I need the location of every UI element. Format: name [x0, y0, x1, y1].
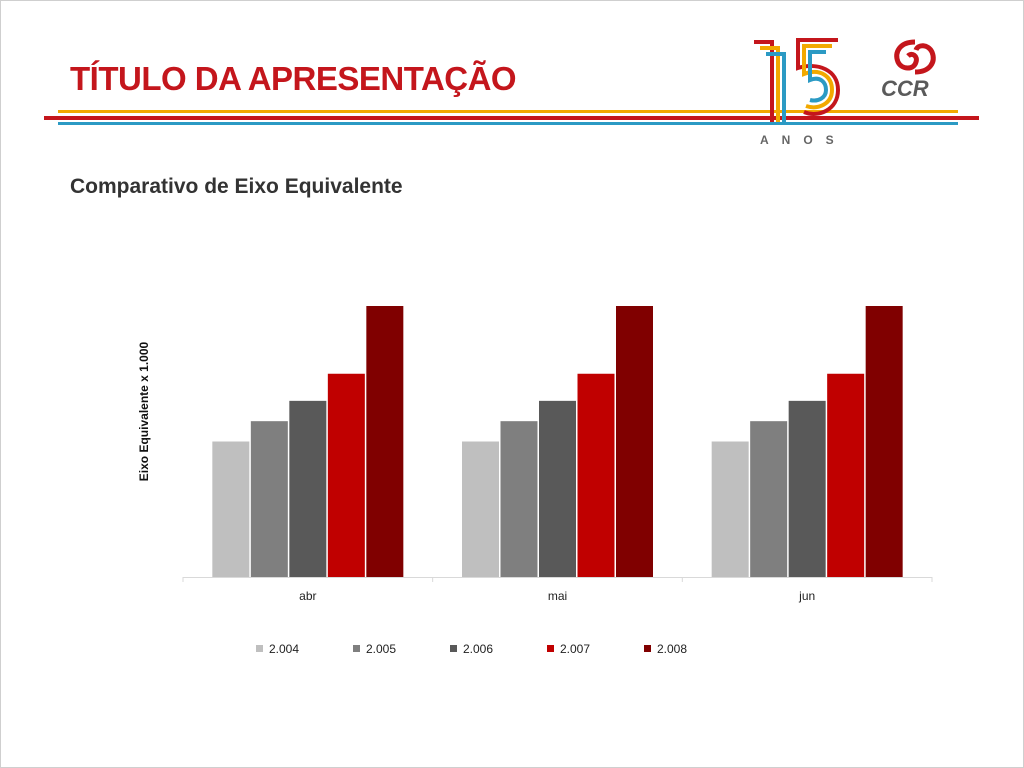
legend-swatch	[256, 645, 263, 653]
bar-mai-2.008	[616, 306, 653, 577]
bar-abr-2.005	[250, 421, 288, 577]
y-axis-label: Eixo Equivalente x 1.000	[137, 341, 151, 481]
legend-swatch	[547, 645, 554, 653]
legend-label: 2.008	[657, 642, 688, 656]
company-logo-text: CCR	[881, 76, 929, 101]
legend-label: 2.004	[269, 642, 300, 656]
x-tick-label: mai	[548, 589, 567, 603]
legend-label: 2.005	[366, 642, 397, 656]
bar-jun-2.007	[827, 373, 865, 577]
chart-legend: 2.004 2.005 2.006 2.007 2.008	[0, 642, 1024, 662]
stripe-blue	[58, 122, 958, 125]
legend-item: 2.008	[644, 642, 687, 656]
bar-mai-2.007	[577, 373, 615, 577]
legend-item: 2.007	[547, 642, 590, 656]
legend-item: 2.004	[256, 642, 299, 656]
bar-abr-2.006	[289, 400, 327, 577]
legend-item: 2.006	[450, 642, 493, 656]
bar-mai-2.006	[539, 400, 576, 577]
legend-swatch	[450, 645, 457, 653]
legend-swatch	[353, 645, 360, 653]
x-tick-label: abr	[299, 589, 316, 603]
legend-swatch	[644, 645, 651, 653]
slide-title: TÍTULO DA APRESENTAÇÃO	[70, 60, 517, 97]
anniversary-15-logo	[754, 38, 841, 122]
bar-mai-2.005	[500, 421, 538, 577]
x-tick-label: jun	[798, 589, 815, 603]
slide-subtitle: Comparativo de Eixo Equivalente	[70, 175, 403, 198]
bar-jun-2.004	[711, 441, 749, 577]
legend-label: 2.007	[560, 642, 591, 656]
stripe-red	[44, 116, 979, 120]
bar-jun-2.006	[788, 400, 826, 577]
legend-label: 2.006	[463, 642, 494, 656]
bar-abr-2.004	[212, 441, 250, 577]
stripe-orange	[58, 110, 958, 113]
bar-jun-2.008	[865, 306, 903, 577]
ccr-swirl-icon	[894, 39, 936, 75]
bar-chart: abr mai jun Eixo Equivalente x 1.000	[137, 306, 933, 603]
bar-jun-2.005	[750, 421, 788, 577]
anniversary-text: ANOS	[760, 133, 847, 147]
header-stripes	[44, 110, 979, 125]
bar-abr-2.008	[366, 306, 404, 577]
bar-mai-2.004	[462, 441, 499, 577]
legend-item: 2.005	[353, 642, 396, 656]
bar-abr-2.007	[327, 373, 365, 577]
